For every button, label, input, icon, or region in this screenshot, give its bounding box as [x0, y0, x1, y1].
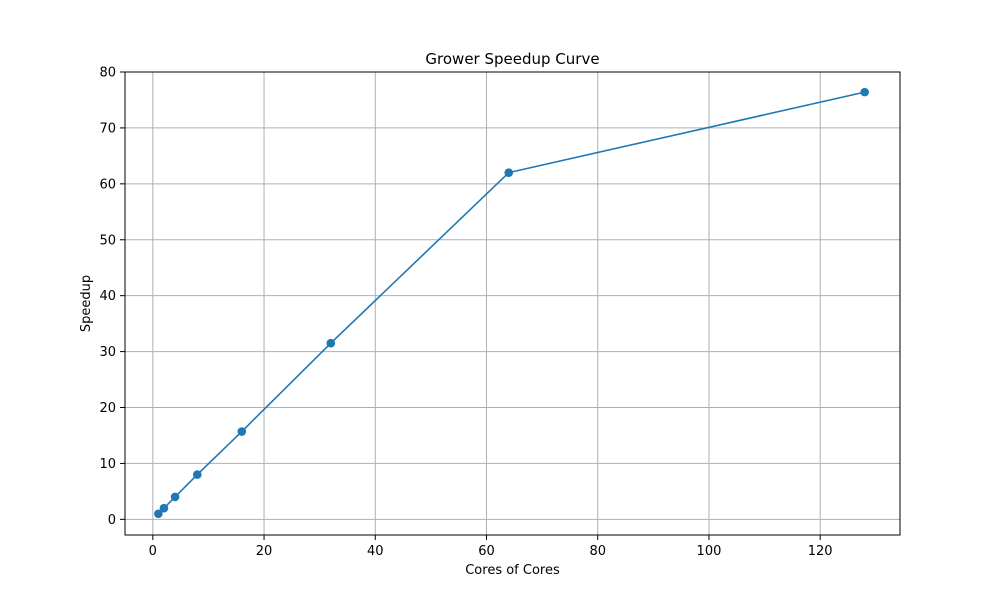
y-tick-label: 60: [99, 177, 116, 192]
ticks: 0 20 40 60 80 100 120 0 10 20 30 40 50 60 70 80: [99, 66, 832, 560]
x-tick-label: 120: [808, 544, 833, 559]
data-point: [237, 427, 247, 436]
x-tick-label: 40: [367, 544, 384, 559]
data-point: [860, 87, 869, 97]
x-tick-label: 20: [256, 544, 273, 559]
series-layer: [154, 87, 869, 519]
x-axis-label: Cores of Cores: [465, 563, 560, 578]
data-point: [326, 338, 336, 348]
grid: [125, 71, 900, 535]
x-tick-label: 100: [697, 544, 722, 559]
data-point: [154, 509, 163, 519]
data-point: [192, 470, 202, 479]
y-tick-label: 0: [108, 513, 116, 528]
x-tick-label: 60: [478, 544, 495, 559]
plot-frame: [124, 71, 901, 536]
data-point: [504, 168, 514, 177]
y-tick-label: 40: [99, 289, 116, 304]
y-tick-label: 70: [99, 121, 116, 136]
x-tick-label: 80: [589, 544, 606, 559]
y-tick-label: 30: [99, 345, 116, 360]
data-point: [170, 492, 180, 502]
y-tick-label: 80: [99, 66, 116, 81]
chart-title: Grower Speedup Curve: [425, 50, 599, 68]
y-tick-label: 50: [99, 233, 116, 248]
y-axis-label: Speedup: [79, 275, 94, 332]
data-point: [159, 503, 169, 513]
x-tick-label: 0: [149, 544, 157, 559]
y-tick-label: 10: [99, 457, 116, 472]
y-tick-label: 20: [99, 401, 116, 416]
